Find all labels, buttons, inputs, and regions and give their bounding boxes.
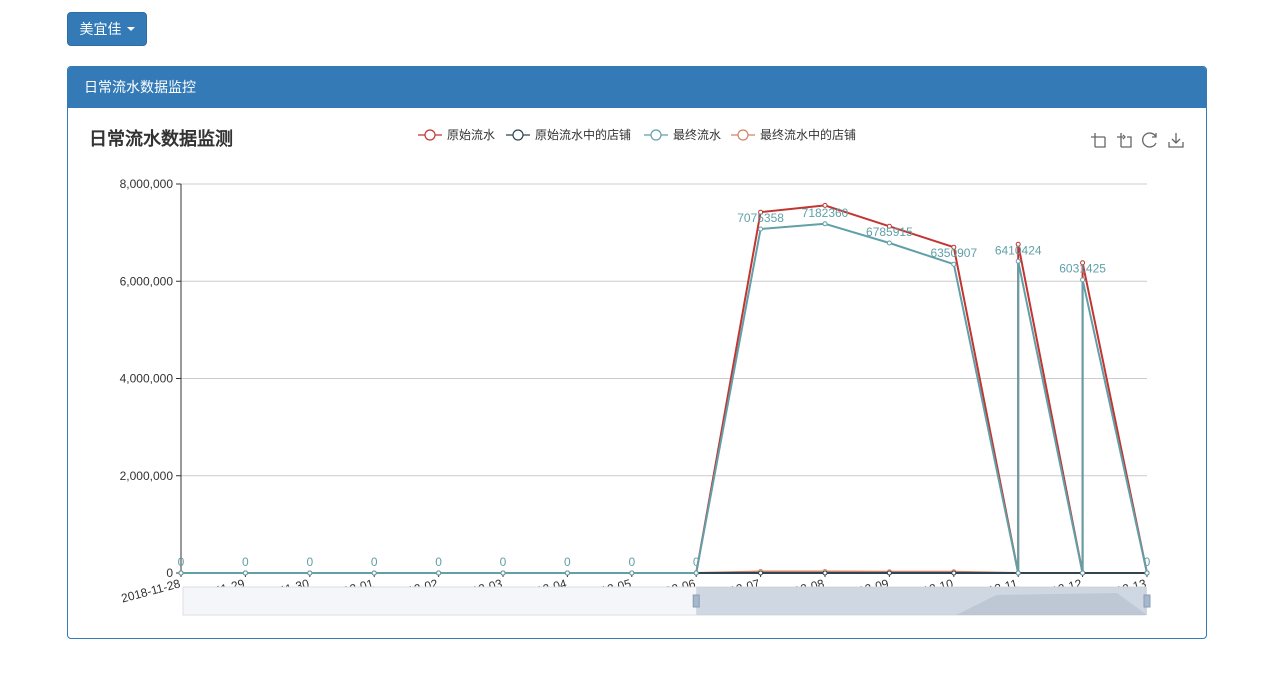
y-tick-label: 8,000,000	[120, 177, 174, 191]
series-line	[181, 222, 1148, 574]
flow-chart: 日常流水数据监测 原始流水 原始流水中的店铺 最终流水 最终流水中的店铺 0 2,000,0…	[89, 127, 1184, 616]
caret-down-icon	[126, 27, 135, 31]
data-point[interactable]	[758, 570, 764, 576]
data-point[interactable]	[886, 570, 892, 576]
data-label: 7182360	[802, 206, 849, 220]
x-tick-label: 2018-11-28	[120, 576, 182, 605]
data-point[interactable]	[436, 570, 442, 576]
data-label: 0	[628, 555, 635, 569]
data-point[interactable]	[629, 570, 635, 576]
data-point[interactable]	[822, 221, 828, 227]
data-label: 0	[435, 555, 442, 569]
data-label: 0	[693, 555, 700, 569]
legend-marker[interactable]	[424, 129, 436, 141]
data-point[interactable]	[371, 570, 377, 576]
datazoom-shadow	[956, 593, 1147, 615]
data-label: 6410424	[995, 243, 1042, 257]
zoom-icon-path	[1091, 133, 1106, 148]
data-point[interactable]	[1144, 570, 1150, 576]
panel-heading: 日常流水数据监控	[68, 67, 1206, 108]
y-tick-label: 0	[166, 566, 173, 580]
data-label: 6785915	[866, 225, 913, 239]
zoom-reset-icon[interactable]	[1117, 133, 1132, 148]
legend-marker[interactable]	[512, 129, 524, 141]
monitor-panel: 日常流水数据监控 日常流水数据监测 原始流水 原始流水中的店铺 最终流水 最终流水中的店…	[67, 66, 1207, 639]
legend-label[interactable]: 原始流水	[447, 128, 495, 142]
zoom-reset-icon-path	[1117, 133, 1132, 148]
data-point[interactable]	[1015, 570, 1021, 576]
save-image-icon[interactable]	[1168, 133, 1184, 148]
y-tick-label: 4,000,000	[120, 372, 174, 386]
data-point[interactable]	[693, 570, 699, 576]
data-point[interactable]	[951, 261, 957, 267]
data-point[interactable]	[822, 570, 828, 576]
data-point[interactable]	[1080, 260, 1086, 266]
legend-label[interactable]: 最终流水	[673, 127, 721, 142]
data-point[interactable]	[500, 570, 506, 576]
series-line	[181, 204, 1148, 574]
restore-icon[interactable]	[1142, 132, 1157, 148]
data-label: 6350907	[930, 246, 977, 260]
legend-label[interactable]: 最终流水中的店铺	[760, 127, 856, 142]
data-label: 0	[242, 555, 249, 569]
data-point[interactable]	[758, 226, 764, 232]
restore-icon-path	[1142, 132, 1157, 148]
data-point[interactable]	[178, 570, 184, 576]
data-label: 0	[306, 555, 313, 569]
panel-title: 日常流水数据监控	[84, 79, 196, 95]
data-point[interactable]	[886, 240, 892, 246]
data-label: 0	[1144, 555, 1151, 569]
data-point[interactable]	[1015, 241, 1021, 247]
legend-label[interactable]: 原始流水中的店铺	[535, 127, 631, 142]
data-point[interactable]	[951, 244, 957, 250]
datazoom-handle[interactable]	[1143, 594, 1151, 608]
save-image-icon-path	[1168, 133, 1184, 148]
data-point[interactable]	[1080, 570, 1086, 576]
chart-title: 日常流水数据监测	[89, 128, 233, 149]
data-point[interactable]	[951, 570, 957, 576]
store-dropdown-label: 美宜佳	[79, 21, 122, 37]
data-label: 0	[564, 555, 571, 569]
data-label: 0	[371, 555, 378, 569]
data-point[interactable]	[822, 202, 828, 208]
data-point[interactable]	[1015, 258, 1021, 264]
data-label: 0	[500, 555, 507, 569]
legend-marker[interactable]	[650, 129, 662, 141]
data-point[interactable]	[1080, 277, 1086, 283]
data-point[interactable]	[564, 570, 570, 576]
y-tick-label: 2,000,000	[120, 469, 174, 483]
data-point[interactable]	[307, 570, 313, 576]
data-label: 7075358	[737, 211, 784, 225]
legend-marker[interactable]	[737, 129, 749, 141]
y-tick-label: 6,000,000	[120, 274, 174, 288]
data-point[interactable]	[242, 570, 248, 576]
store-dropdown-button[interactable]: 美宜佳	[67, 12, 147, 46]
data-label: 6031425	[1059, 262, 1106, 276]
data-label: 0	[178, 555, 185, 569]
datazoom-handle[interactable]	[692, 594, 700, 608]
zoom-icon[interactable]	[1091, 133, 1106, 148]
data-point[interactable]	[758, 209, 764, 215]
datazoom-selected-range[interactable]	[696, 587, 1147, 615]
data-point[interactable]	[886, 223, 892, 229]
